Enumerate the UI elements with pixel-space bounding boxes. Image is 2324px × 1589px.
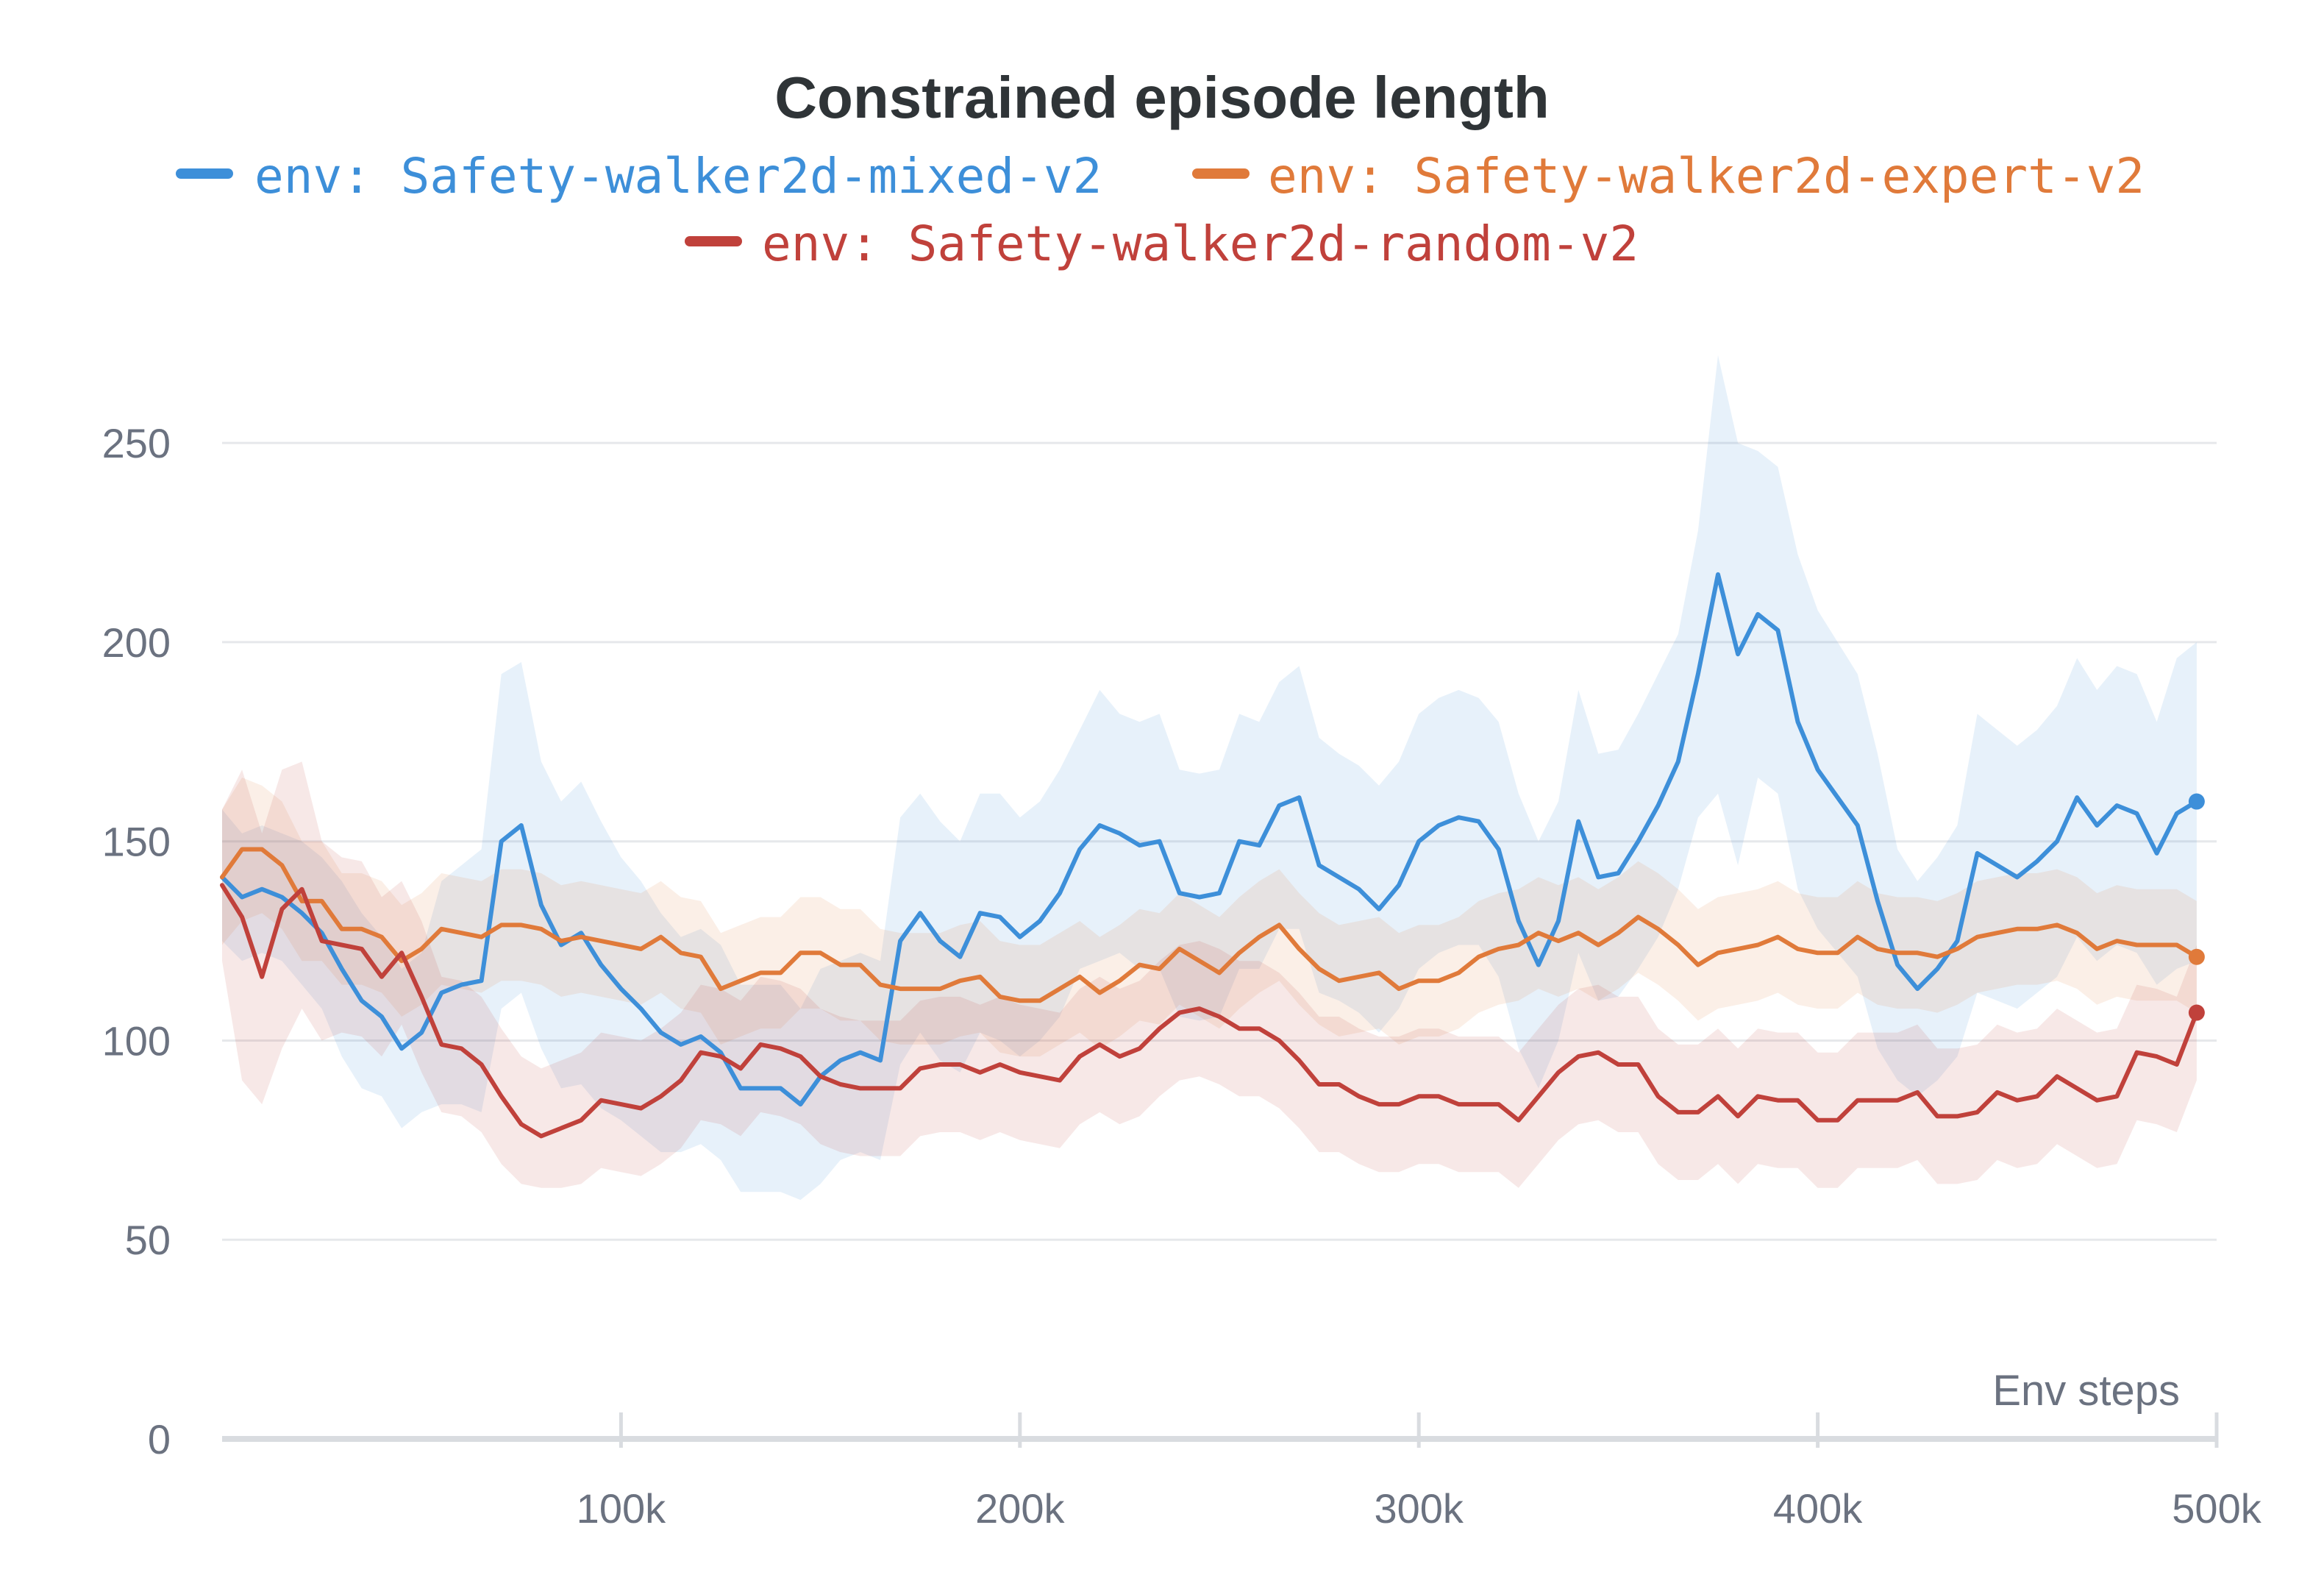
band-safety-walker2d-random-v2 (222, 761, 2197, 1188)
band-safety-walker2d-expert-v2 (222, 778, 2197, 1057)
legend-item-random[interactable]: env: Safety-walker2d-random-v2 (685, 216, 1639, 272)
x-tick-label-400k: 400k (1773, 1485, 1863, 1532)
legend-label-random: env: Safety-walker2d-random-v2 (762, 216, 1639, 272)
legend-item-expert[interactable]: env: Safety-walker2d-expert-v2 (1192, 148, 2145, 205)
x-tick-label-200k: 200k (975, 1485, 1065, 1532)
confidence-bands (222, 355, 2197, 1201)
chart-title: Constrained episode length (774, 65, 1549, 130)
endpoint-safety-walker2d-expert-v2[interactable] (2188, 948, 2205, 965)
y-tick-label-250: 250 (102, 420, 171, 466)
band-safety-walker2d-mixed-v2 (222, 355, 2197, 1201)
legend-item-mixed[interactable]: env: Safety-walker2d-mixed-v2 (176, 148, 1102, 205)
series-endpoints (2188, 793, 2205, 1021)
x-tick-label-300k: 300k (1374, 1485, 1464, 1532)
y-tick-label-0: 0 (148, 1416, 171, 1462)
series-lines (220, 572, 2199, 1139)
y-tick-label-200: 200 (102, 619, 171, 666)
y-tick-label-50: 50 (125, 1217, 171, 1263)
line-safety-walker2d-mixed-v2[interactable] (220, 572, 2199, 1107)
gridlines (222, 441, 2217, 1241)
x-tick-label-100k: 100k (577, 1485, 666, 1532)
legend: env: Safety-walker2d-mixed-v2 env: Safet… (176, 148, 2145, 272)
line-safety-walker2d-expert-v2[interactable] (220, 847, 2199, 1003)
x-tick-label-500k: 500k (2172, 1485, 2261, 1532)
legend-label-expert: env: Safety-walker2d-expert-v2 (1268, 148, 2145, 205)
legend-label-mixed: env: Safety-walker2d-mixed-v2 (254, 148, 1102, 205)
endpoint-safety-walker2d-random-v2[interactable] (2188, 1004, 2205, 1021)
y-tick-label-100: 100 (102, 1017, 171, 1064)
y-axis: 0 50 100 150 200 250 (102, 420, 171, 1462)
y-tick-label-150: 150 (102, 819, 171, 865)
x-axis: 100k 200k 300k 400k 500k (222, 1412, 2262, 1532)
line-safety-walker2d-random-v2[interactable] (220, 883, 2199, 1139)
endpoint-safety-walker2d-mixed-v2[interactable] (2188, 793, 2205, 810)
x-axis-title: Env steps (1992, 1367, 2180, 1415)
